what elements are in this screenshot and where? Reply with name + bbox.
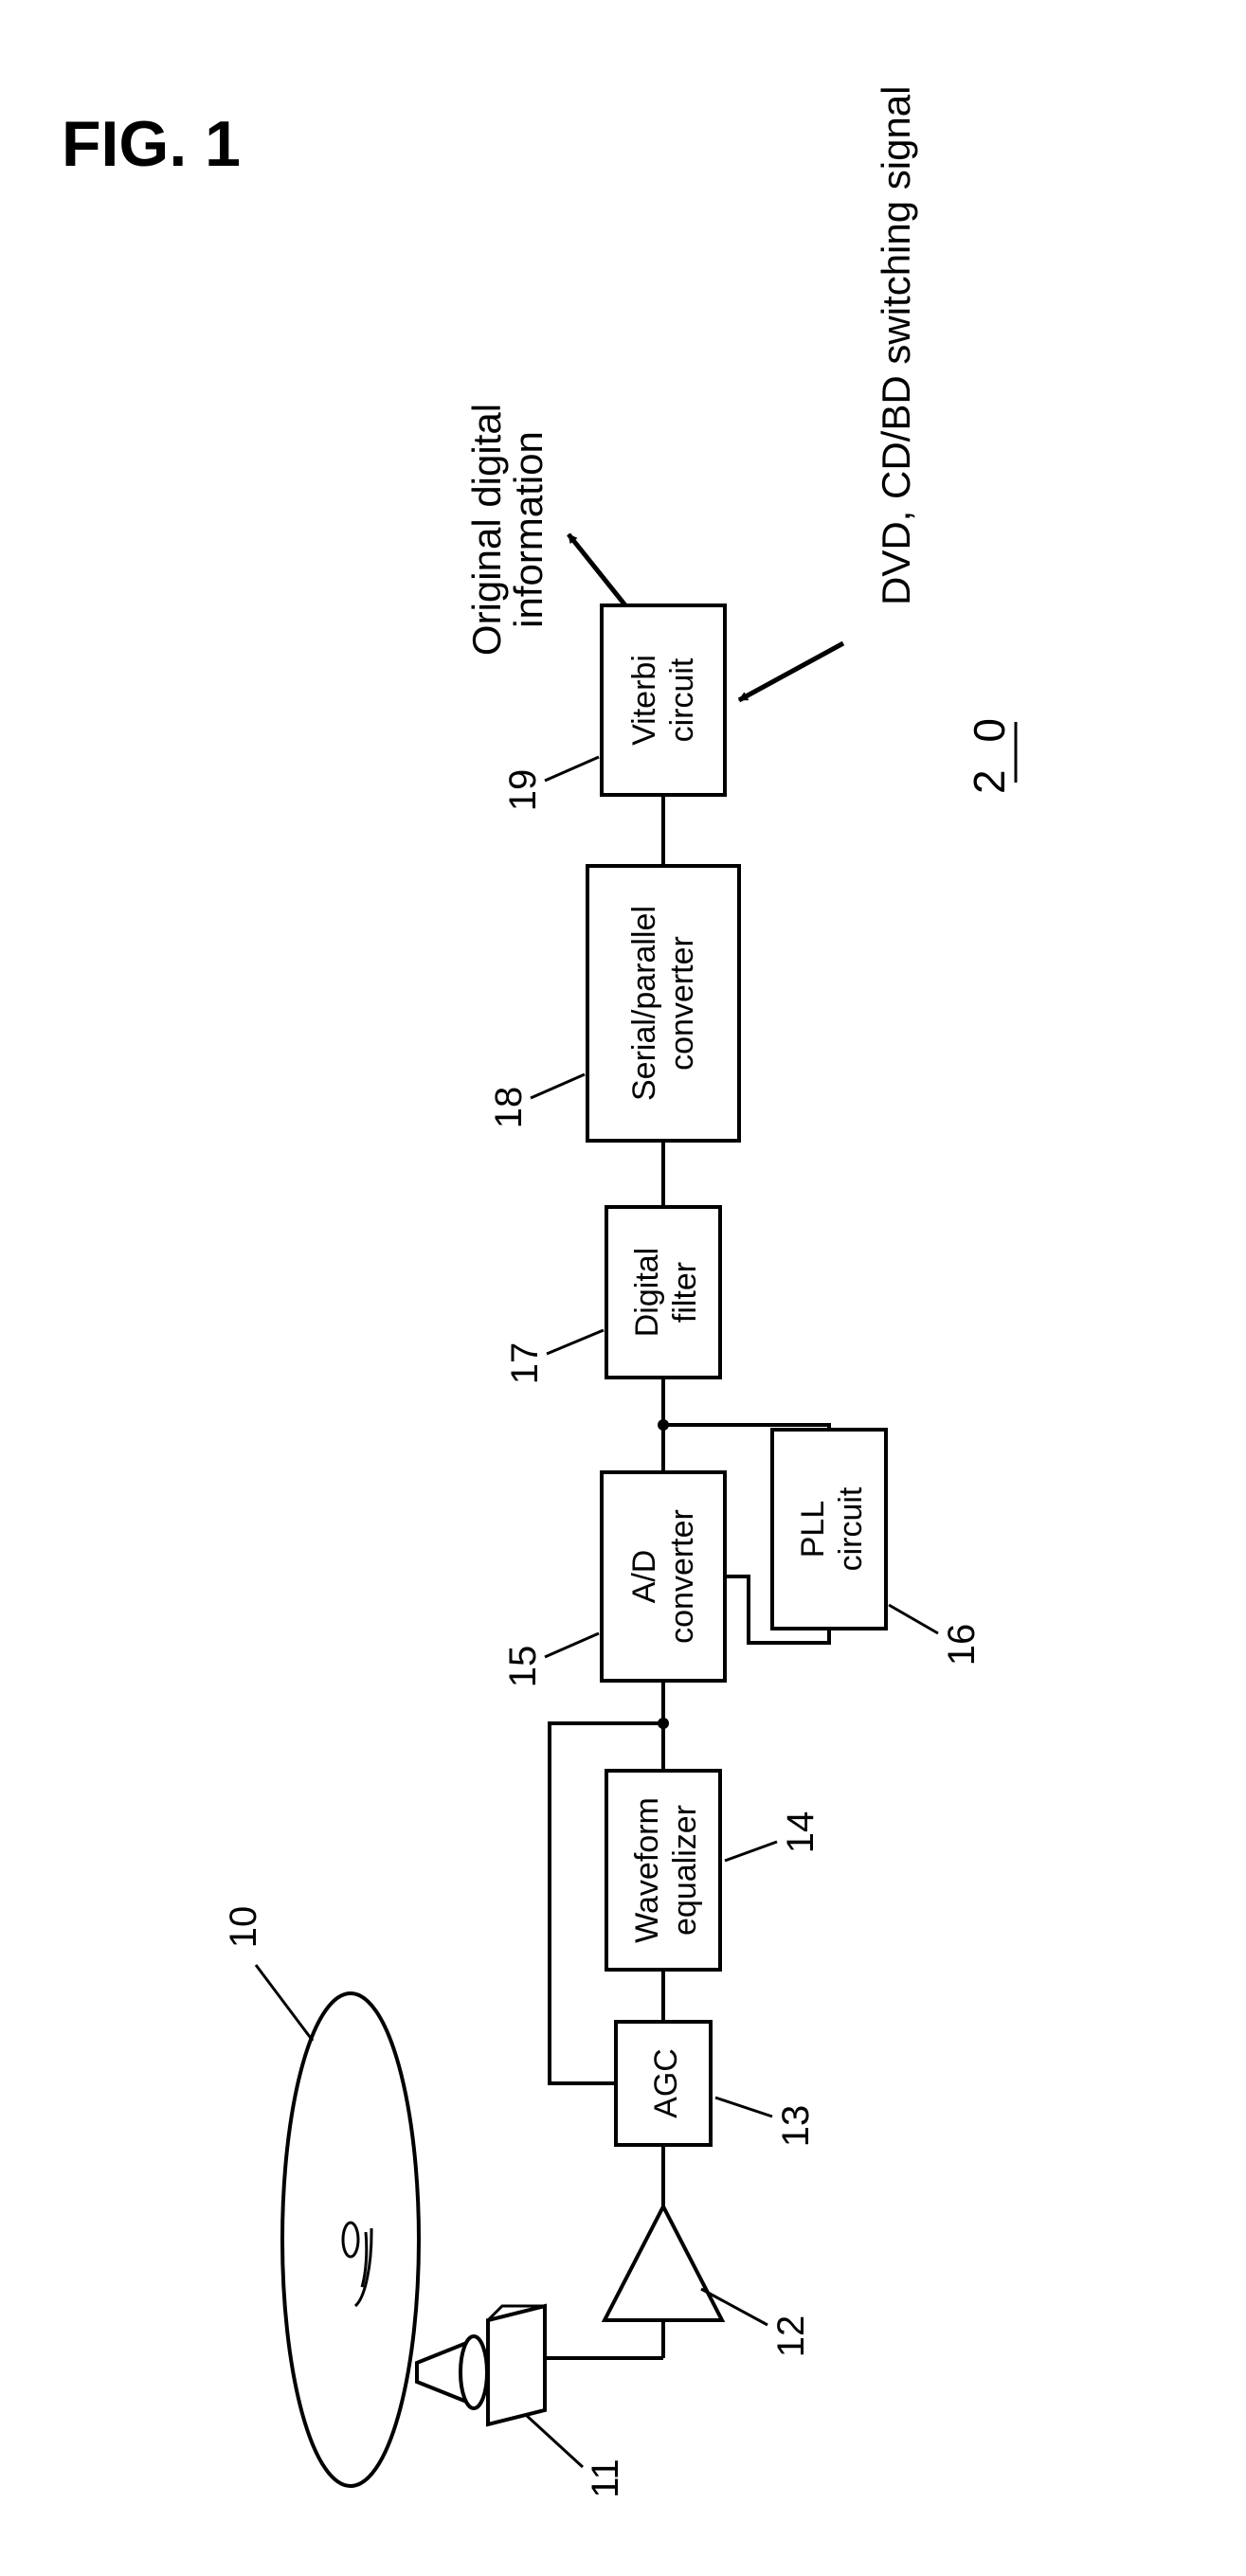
fig-num-20: 2 0	[965, 711, 1014, 794]
adc-l1: A/D	[626, 1550, 662, 1604]
viterbi-l2: circuit	[664, 658, 700, 742]
df-l1: Digital	[629, 1248, 665, 1337]
output-arrow	[569, 534, 625, 605]
leader-15	[545, 1633, 599, 1657]
switch-l1: DVD, CD/BD switching signal	[874, 85, 918, 605]
label-12: 12	[770, 2315, 812, 2358]
leader-18	[531, 1074, 585, 1098]
leader-11	[526, 2415, 583, 2467]
leader-10	[256, 1965, 313, 2041]
adc-l2: converter	[664, 1509, 700, 1644]
label-13: 13	[775, 2105, 817, 2148]
leader-14	[725, 1842, 777, 1861]
label-16: 16	[941, 1624, 983, 1666]
label-10: 10	[223, 1906, 264, 1949]
agc-label: AGC	[648, 2048, 684, 2118]
label-15: 15	[502, 1646, 544, 1688]
optical-disc	[282, 1993, 419, 2486]
sp-l1: Serial/parallel	[626, 906, 662, 1101]
pll-l2: circuit	[833, 1486, 869, 1571]
label-11: 11	[585, 2459, 626, 2498]
label-18: 18	[488, 1087, 530, 1129]
leader-16	[889, 1605, 938, 1633]
amplifier	[605, 2207, 722, 2320]
label-17: 17	[504, 1342, 546, 1385]
switch-signal-arrow	[739, 643, 843, 700]
df-l2: filter	[667, 1262, 703, 1323]
leader-17	[547, 1330, 604, 1354]
figure-title: FIG. 1	[62, 108, 241, 180]
viterbi-l1: Viterbi	[626, 655, 662, 746]
output-l2: information	[506, 431, 551, 628]
leader-19	[545, 757, 599, 781]
block-diagram: FIG. 1 10 11 12	[0, 0, 1246, 2571]
optical-pickup	[417, 2306, 545, 2424]
waveform-l1: Waveform	[629, 1797, 665, 1943]
label-19: 19	[502, 769, 544, 812]
output-l1: Original digital	[464, 404, 509, 656]
leader-13	[715, 2098, 772, 2117]
label-14: 14	[780, 1811, 822, 1854]
sp-l2: converter	[664, 936, 700, 1071]
waveform-l2: equalizer	[667, 1805, 703, 1936]
pll-l1: PLL	[795, 1501, 831, 1558]
